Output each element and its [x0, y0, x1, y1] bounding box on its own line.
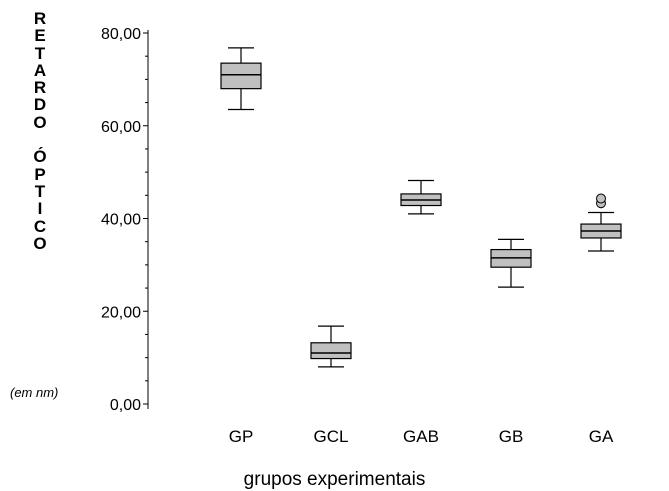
y-axis-title-letter: T: [34, 181, 46, 201]
x-tick-label: GAB: [403, 427, 439, 446]
outlier-point: [596, 193, 606, 204]
y-tick-label: 0,00: [110, 397, 141, 414]
box-gp: [220, 62, 262, 90]
y-axis-title-letter: A: [33, 60, 47, 80]
x-tick-label: GA: [589, 427, 614, 446]
y-tick-label: 60,00: [101, 119, 141, 136]
y-axis-title-letter: Ó: [33, 147, 47, 167]
y-axis-title-letter: D: [33, 95, 47, 115]
y-tick-label: 80,00: [101, 26, 141, 43]
box-gcl: [310, 342, 352, 360]
y-axis-title-letter: R: [33, 9, 47, 28]
y-axis-title-letter: E: [34, 26, 46, 46]
y-axis-title-letter: C: [33, 216, 47, 236]
x-tick-label: GCL: [314, 427, 349, 446]
y-tick-label: 20,00: [101, 304, 141, 321]
y-axis-unit: (em nm): [10, 385, 59, 400]
x-tick-label: GB: [499, 427, 524, 446]
y-tick-label: 40,00: [101, 212, 141, 229]
x-axis-title: grupos experimentais: [243, 469, 426, 490]
y-axis-title-letter: P: [34, 164, 46, 184]
y-axis-title-letter: T: [34, 43, 46, 63]
y-axis-title-letter: I: [37, 199, 43, 219]
y-axis-title-letter: O: [33, 112, 47, 132]
y-axis-title-letter: O: [33, 233, 47, 253]
y-axis-title-letter: R: [33, 78, 47, 98]
x-tick-label: GP: [229, 427, 254, 446]
